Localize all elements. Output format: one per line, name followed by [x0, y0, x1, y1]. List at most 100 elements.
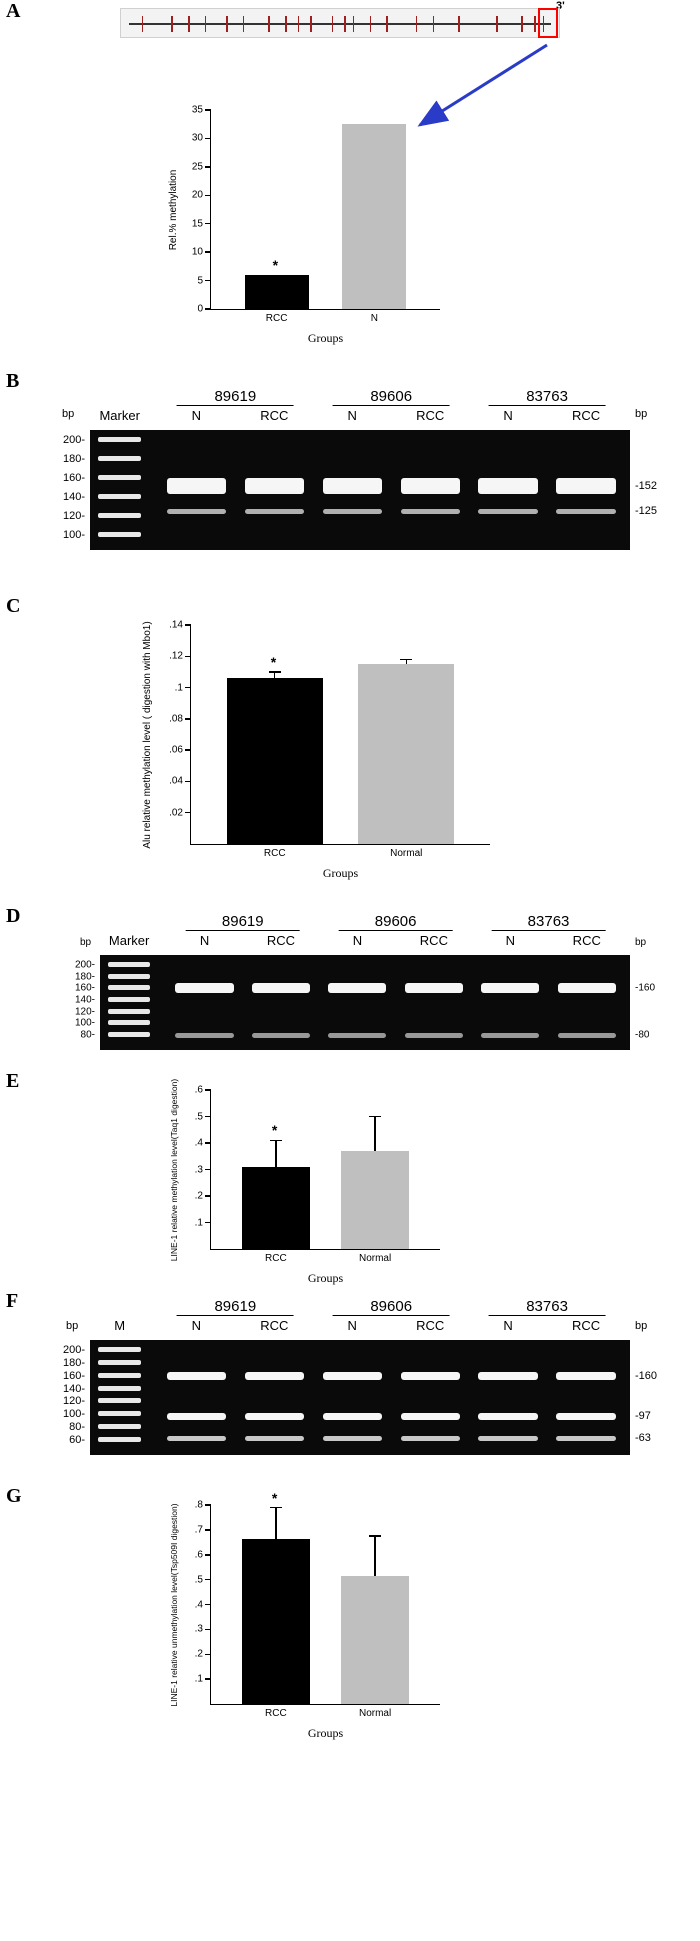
- ladder-band: [108, 985, 150, 990]
- ytick-label: .5: [195, 1574, 211, 1585]
- lane-label: RCC: [260, 408, 288, 423]
- ytick-label: .1: [195, 1217, 211, 1228]
- ytick-label: .3: [195, 1624, 211, 1635]
- ytick-label: .2: [195, 1191, 211, 1202]
- cpg-5prime: 5': [120, 0, 129, 2]
- xtick-label: Normal: [359, 1704, 391, 1719]
- bp-right-label: -152: [630, 480, 657, 492]
- bp-left-label: 140-: [63, 491, 90, 503]
- panel-b-gel: bp bp 200-180-160-140-120-100--152-125Ma…: [90, 430, 630, 550]
- lane-label: N: [503, 408, 512, 423]
- cpg-schematic: [120, 8, 560, 38]
- bp-unit-right: bp: [630, 408, 647, 420]
- gel-band: [175, 983, 233, 993]
- ladder-band: [108, 1020, 150, 1025]
- ladder-band: [98, 1347, 141, 1352]
- group-label: 89606: [333, 1298, 450, 1316]
- bp-unit-right: bp: [630, 1320, 647, 1332]
- ladder-band: [108, 1009, 150, 1014]
- gel-band: [481, 1033, 539, 1038]
- bar-n: [342, 124, 406, 309]
- ytick-label: .5: [195, 1111, 211, 1122]
- cpg-tick: [496, 16, 498, 32]
- xtick-label: Normal: [390, 844, 422, 859]
- cpg-tick: [171, 16, 173, 32]
- ladder-band: [98, 1411, 141, 1416]
- bp-left-label: 160-: [63, 472, 90, 484]
- ytick-label: .3: [195, 1164, 211, 1175]
- ytick-label: .2: [195, 1649, 211, 1660]
- lane-label: RCC: [573, 933, 601, 948]
- lane-label: RCC: [572, 408, 600, 423]
- gel-band: [175, 1033, 233, 1038]
- gel-band: [401, 1372, 460, 1380]
- ytick-label: .7: [195, 1524, 211, 1535]
- gel-band: [252, 983, 310, 993]
- bp-unit-left: bp: [80, 937, 96, 948]
- gel-band: [245, 1436, 304, 1441]
- bp-right-label: -97: [630, 1410, 651, 1422]
- bp-unit-right: bp: [630, 937, 646, 948]
- ladder-band: [98, 494, 141, 499]
- panel-c: C Alu relative methylation level ( diges…: [0, 595, 700, 905]
- lane-label: RCC: [416, 1318, 444, 1333]
- cpg-tick: [370, 16, 372, 32]
- gel-band: [405, 1033, 463, 1038]
- cpg-tick: [416, 16, 418, 32]
- xtick-label: RCC: [265, 1704, 287, 1719]
- ladder-band: [98, 1386, 141, 1391]
- bar-rcc: [242, 1539, 311, 1704]
- ytick-label: 35: [192, 105, 211, 116]
- panel-g: G LINE-1 relative unmethylation level(Ts…: [0, 1485, 700, 1765]
- gel-band: [401, 509, 460, 514]
- significance-star: *: [271, 654, 276, 670]
- cpg-tick: [205, 16, 207, 32]
- cpg-tick: [433, 16, 435, 32]
- error-cap: [369, 1535, 381, 1537]
- gel-band: [556, 478, 615, 494]
- ytick-label: .12: [169, 651, 191, 662]
- bp-right-label: -63: [630, 1432, 651, 1444]
- bp-left-label: 180-: [63, 1357, 90, 1369]
- lane-label: RCC: [416, 408, 444, 423]
- panel-d-label: D: [6, 905, 20, 928]
- error-cap: [269, 671, 281, 673]
- gel-band: [245, 1413, 304, 1420]
- gel-band: [556, 509, 615, 514]
- gel-band: [323, 478, 382, 494]
- ladder-band: [98, 456, 141, 461]
- group-label: 89619: [177, 388, 294, 406]
- group-label: 89619: [185, 913, 300, 931]
- panel-e-xlabel: Groups: [308, 1249, 343, 1286]
- error-bar: [274, 672, 276, 678]
- ytick-label: 0: [197, 304, 211, 315]
- lane-label: N: [192, 408, 201, 423]
- gel-band: [478, 509, 537, 514]
- gel-band: [401, 1436, 460, 1441]
- gel-band: [167, 478, 226, 494]
- error-cap: [400, 659, 412, 661]
- error-bar: [275, 1140, 277, 1167]
- bp-left-label: 100-: [63, 1408, 90, 1420]
- gel-band: [401, 478, 460, 494]
- group-label: 89619: [177, 1298, 294, 1316]
- bp-left-label: 60-: [69, 1434, 90, 1446]
- significance-star: *: [272, 1490, 277, 1506]
- cpg-tick: [226, 16, 228, 32]
- bar-rcc: [227, 678, 323, 844]
- gel-band: [245, 478, 304, 494]
- panel-g-label: G: [6, 1485, 22, 1508]
- ytick-label: .14: [169, 620, 191, 631]
- panel-e-chart: LINE-1 relative methylation level(Taq1 d…: [210, 1090, 440, 1250]
- lane-label: RCC: [267, 933, 295, 948]
- error-bar: [374, 1536, 376, 1576]
- marker-lane-label: Marker: [99, 408, 139, 423]
- lane-label: N: [348, 1318, 357, 1333]
- ytick-label: .6: [195, 1085, 211, 1096]
- cpg-tick: [285, 16, 287, 32]
- panel-g-ylabel: LINE-1 relative unmethylation level(Tsp5…: [169, 1503, 179, 1706]
- cpg-tick: [243, 16, 245, 32]
- panel-g-chart: LINE-1 relative unmethylation level(Tsp5…: [210, 1505, 440, 1705]
- bp-right-label: -160: [630, 1370, 657, 1382]
- gel-band: [558, 983, 616, 993]
